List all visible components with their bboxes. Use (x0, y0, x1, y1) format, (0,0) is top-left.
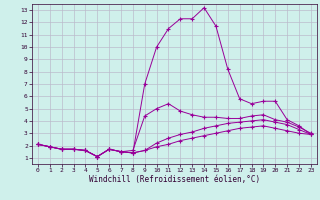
X-axis label: Windchill (Refroidissement éolien,°C): Windchill (Refroidissement éolien,°C) (89, 175, 260, 184)
